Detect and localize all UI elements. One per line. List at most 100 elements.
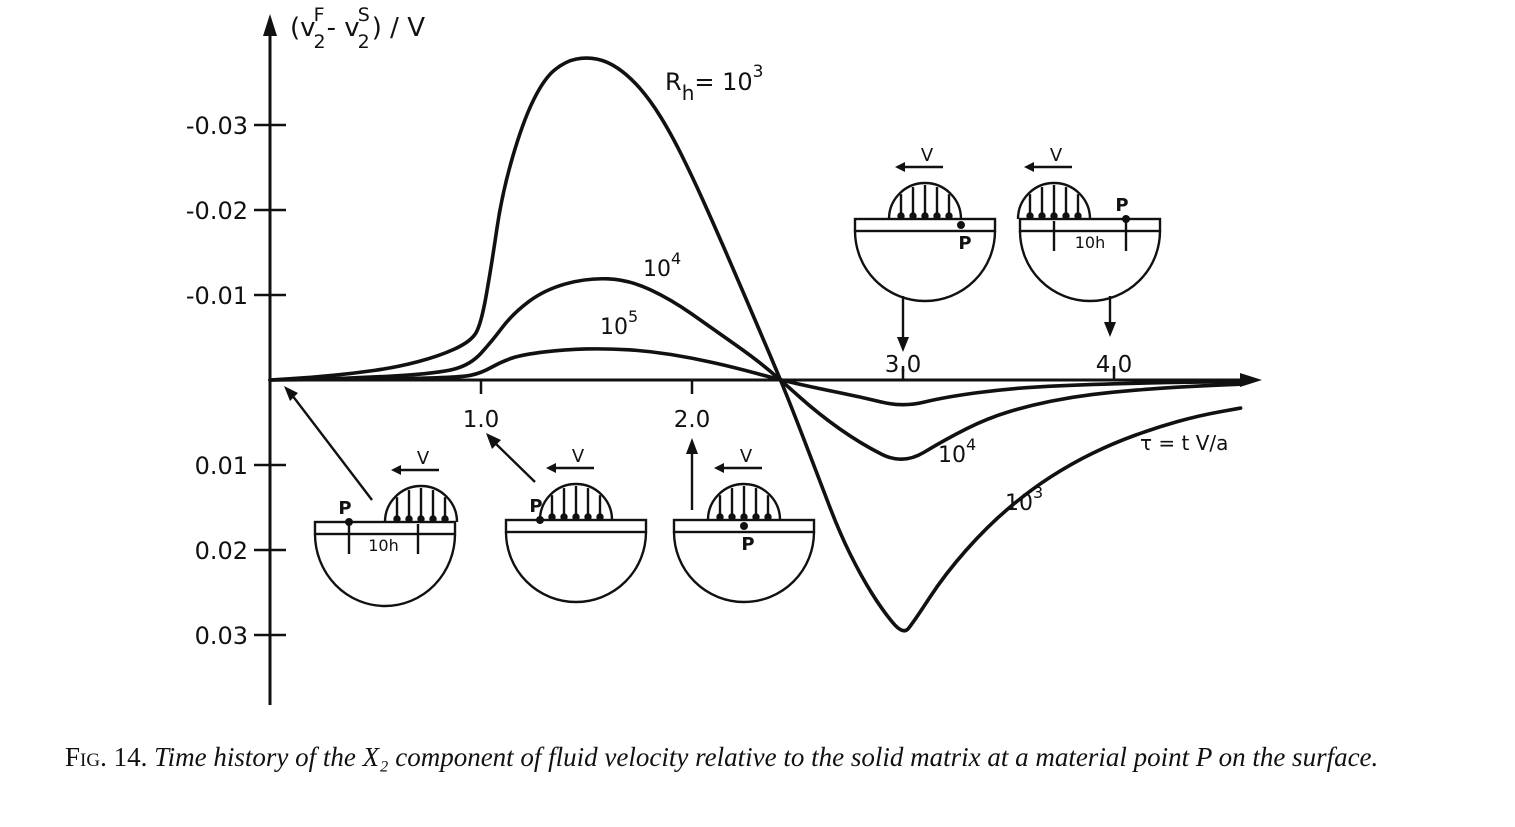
inset-bowl (313, 533, 457, 608)
axes (263, 14, 1262, 705)
pointer-arrows (284, 296, 1116, 510)
inset-surface-layer (853, 217, 997, 233)
inset-bowl (853, 230, 997, 303)
figure-caption: Fig. 14. Time history of the X₂ componen… (8, 740, 1508, 774)
y-axis-label: (v2F- v2S) / V (290, 4, 425, 53)
inset-profile-dot (596, 513, 604, 521)
inset-profile-dot (1074, 212, 1082, 220)
inset-profile-dot (933, 212, 941, 220)
curve-label-10-5-upper: 105 (600, 307, 638, 340)
inset-profile-dot (897, 212, 905, 220)
inset-profile-dot (945, 212, 953, 220)
inset-diagram-1: V P 10h (313, 448, 459, 608)
inset-profile-dot (740, 513, 748, 521)
inset-p-label: P (529, 496, 542, 517)
inset-diagram-4: VP (853, 145, 997, 303)
inset-diagram-5: V P 10h (1016, 145, 1162, 303)
inset-bowl (1018, 230, 1162, 303)
inset-10h-label: 10h (368, 536, 399, 555)
curves (268, 56, 1243, 633)
pointer-arrow-2 (493, 441, 536, 483)
inset-v-arrowhead (1024, 162, 1034, 172)
inset-velocity-profile (538, 482, 614, 521)
series-line-1 (268, 56, 1243, 633)
inset-diagram-2: VP (504, 446, 648, 604)
curve-label-10-3-lower: 103 (1005, 483, 1043, 516)
pointer-arrowhead-4 (897, 337, 909, 352)
y-axis-arrowhead (263, 14, 277, 36)
pointer-arrowhead-3 (686, 438, 698, 454)
inset-profile-dot (417, 515, 425, 523)
inset-profile-dot (764, 513, 772, 521)
pointer-arrow-1 (291, 394, 373, 501)
x-axis-label: τ = t V/a (1140, 431, 1228, 455)
y-ticks: -0.03 -0.02 -0.01 0.01 0.02 0.03 (186, 112, 286, 650)
inset-profile-dot (393, 515, 401, 523)
inset-diagram-3: VP (672, 446, 816, 604)
inset-point-p (740, 522, 748, 530)
curve-label-10-4-lower: 104 (938, 435, 976, 468)
inset-profile-dot (752, 513, 760, 521)
inset-profile-dot (441, 515, 449, 523)
x-tick-label: 2.0 (674, 407, 711, 433)
inset-p-label: P (338, 498, 351, 519)
y-tick-label: -0.01 (186, 282, 248, 310)
inset-point-p (957, 221, 965, 229)
x-ticks: 1.0 2.0 3.0 4.0 (463, 352, 1133, 433)
series-line-2 (268, 276, 1243, 461)
inset-velocity-profile (706, 482, 782, 521)
inset-profile-dot (728, 513, 736, 521)
y-tick-label: 0.01 (195, 452, 248, 480)
inset-p-label: P (958, 233, 971, 254)
inset-p-label: P (741, 534, 754, 555)
caption-text: Time history of the X₂ component of flui… (154, 742, 1379, 772)
x-axis-arrowhead (1240, 373, 1262, 387)
y-tick-label: -0.02 (186, 197, 248, 225)
inset-profile-dot (1050, 212, 1058, 220)
inset-profile-dot (1038, 212, 1046, 220)
x-tick-label: 1.0 (463, 407, 500, 433)
inset-10h-label: 10h (1075, 233, 1106, 252)
inset-profile-dot (716, 513, 724, 521)
inset-bowl (672, 531, 816, 604)
inset-surface-layer (313, 520, 457, 536)
inset-profile-dot (572, 513, 580, 521)
figure-14-chart: -0.03 -0.02 -0.01 0.01 0.02 0.03 1.0 2.0 3.0 4.0… (186, 4, 1262, 705)
inset-v-arrowhead (391, 465, 401, 475)
pointer-arrowhead-5 (1104, 322, 1116, 337)
inset-v-label: V (572, 446, 585, 467)
inset-profile-dot (909, 212, 917, 220)
pointer-arrowhead-1 (284, 386, 298, 401)
curve-label-10-4-upper: 104 (643, 249, 681, 282)
inset-profile-dot (1062, 212, 1070, 220)
inset-point-p (536, 516, 544, 524)
inset-velocity-profile (383, 484, 459, 523)
inset-surface-layer (1018, 217, 1162, 233)
y-tick-label: 0.02 (195, 537, 248, 565)
pointer-arrowhead-2 (486, 433, 501, 449)
x-tick-label: 4.0 (1096, 352, 1133, 378)
x-tick-label: 3.0 (885, 352, 922, 378)
inset-v-label: V (417, 448, 430, 469)
y-tick-label: 0.03 (195, 622, 248, 650)
inset-velocity-profile (887, 181, 963, 220)
inset-v-arrowhead (546, 463, 556, 473)
inset-v-arrowhead (714, 463, 724, 473)
inset-velocity-profile (1016, 181, 1092, 220)
inset-profile-dot (1026, 212, 1034, 220)
inset-profile-dot (584, 513, 592, 521)
caption-figure-label: Fig. 14. (65, 742, 148, 772)
inset-profile-dot (548, 513, 556, 521)
inset-v-label: V (740, 446, 753, 467)
inset-v-label: V (921, 145, 934, 166)
inset-p-label: P (1115, 195, 1128, 216)
inset-v-arrowhead (895, 162, 905, 172)
inset-profile-dot (921, 212, 929, 220)
inset-surface-layer (504, 518, 648, 534)
inset-bowl (504, 531, 648, 604)
series-line-3 (268, 347, 1243, 407)
curve-label-rh-1000: Rh= 103 (665, 62, 763, 105)
inset-profile-dot (405, 515, 413, 523)
inset-profile-dot (560, 513, 568, 521)
